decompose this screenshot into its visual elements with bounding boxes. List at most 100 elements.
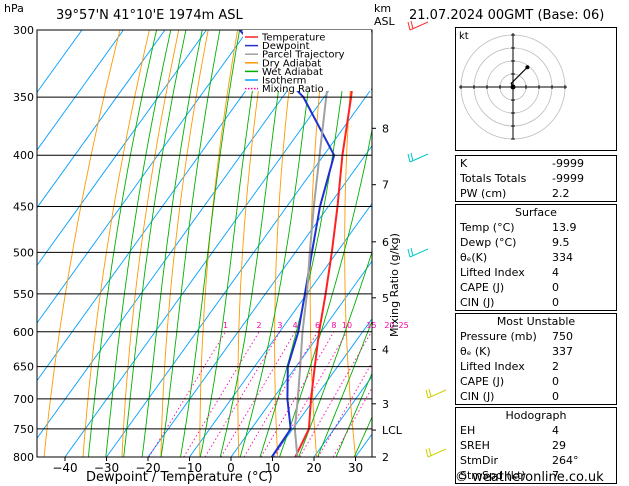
row-value: 2 <box>552 360 559 373</box>
pressure-tick-label: 750 <box>13 423 34 436</box>
hodograph-endpoint <box>525 65 530 70</box>
table-row: StmSpd (kt) 7 <box>456 468 617 484</box>
isotherm-line <box>189 202 372 457</box>
mixing-ratio-line <box>243 331 318 457</box>
row-label: StmSpd (kt) <box>460 469 526 482</box>
table-section-title-text: Hodograph <box>505 409 567 422</box>
wet-adiabat-line <box>335 372 372 457</box>
isotherm-line <box>37 30 166 209</box>
isotherm-line <box>37 30 290 382</box>
table-section-title-text: Surface <box>515 206 557 219</box>
row-value: 9.5 <box>552 236 570 249</box>
row-value: 4 <box>552 424 559 437</box>
row-label: CAPE (J) <box>460 375 505 388</box>
row-value: 7 <box>552 469 559 482</box>
table-row: Dewp (°C) 9.5 <box>456 235 617 250</box>
legend-label: Dry Adiabat <box>262 58 321 69</box>
table-section-title: Hodograph <box>456 408 617 424</box>
storm-motion-marker <box>510 84 516 90</box>
table-row: CAPE (J) 0 <box>456 280 617 295</box>
mixing-ratio-label: 4 <box>293 321 298 330</box>
table-row: θₑ(K) 334 <box>456 250 617 265</box>
datetime-title: 21.07.2024 00GMT (Base: 06) <box>409 8 605 23</box>
temperature-tick-label: −30 <box>94 461 119 475</box>
isotherm-line <box>64 30 372 457</box>
row-label: Pressure (mb) <box>460 330 537 343</box>
row-label: Lifted Index <box>460 360 525 373</box>
x-axis-title: Dewpoint / Temperature (°C) <box>86 470 273 485</box>
mixing-ratio-axis-title: Mixing Ratio (g/kg) <box>388 233 401 337</box>
mixing-ratio-label: 10 <box>342 321 352 330</box>
row-value: 0 <box>552 281 559 294</box>
table-row: Lifted Index 4 <box>456 265 617 280</box>
dry-adiabat-line <box>160 30 209 457</box>
height-tick-label: 4 <box>382 344 389 357</box>
isotherm-line <box>147 145 372 457</box>
pressure-tick-label: 350 <box>13 91 34 104</box>
wind-barb-icon <box>407 247 429 258</box>
isotherm-line <box>37 30 249 324</box>
wind-barb-icon <box>407 152 429 163</box>
row-value: 0 <box>552 390 559 403</box>
isotherm-line <box>37 30 124 151</box>
table-row: Pressure (mb) 750 <box>456 329 617 344</box>
legend-label: Dewpoint <box>262 41 310 52</box>
row-value: 750 <box>552 330 573 343</box>
temperature-tick-label: 0 <box>227 461 235 475</box>
wet-adiabat-line <box>123 30 187 457</box>
row-label: CIN (J) <box>460 390 495 403</box>
row-value: 13.9 <box>552 221 577 234</box>
pressure-tick-label: 600 <box>13 326 34 339</box>
isotherm-line <box>313 375 372 457</box>
km-unit-label: km <box>374 2 392 15</box>
general-indices-table: K -9999 Totals Totals -9999 PW (cm) 2.2 <box>455 155 617 202</box>
row-value: -9999 <box>552 172 584 185</box>
mixing-ratio-line <box>183 331 260 457</box>
table-row: EH 4 <box>456 423 617 438</box>
row-label: Temp (°C) <box>460 221 515 234</box>
table-row: StmDir 264° <box>456 453 617 468</box>
row-value: 0 <box>552 296 559 309</box>
copyright-text: © weatheronline.co.uk <box>455 470 604 485</box>
temperature-tick-label: 30 <box>348 461 363 475</box>
table-row: SREH 29 <box>456 438 617 453</box>
height-tick-label: 2 <box>382 451 389 464</box>
hodograph-unit-label: kt <box>459 31 469 42</box>
legend-label: Wet Adiabat <box>262 67 323 78</box>
mixing-ratio-label: 3 <box>277 321 282 330</box>
pressure-tick-label: 700 <box>13 393 34 406</box>
row-value: 2.2 <box>552 187 570 200</box>
isotherm-line <box>230 260 372 457</box>
row-label: Dewp (°C) <box>460 236 517 249</box>
wet-adiabat-line <box>180 30 241 457</box>
temperature-tick-label: −40 <box>52 461 77 475</box>
row-label: StmDir <box>460 454 499 467</box>
surface-table: Surface Temp (°C) 13.9 Dewp (°C) 9.5 θₑ(K) 334… <box>455 204 617 311</box>
isotherm-line <box>106 87 372 457</box>
table-row: K -9999 <box>456 156 617 172</box>
mixing-ratio-label: 6 <box>315 321 320 330</box>
mixing-ratio-line <box>299 331 372 457</box>
hodograph-table: Hodograph EH 4 SREH 29 StmDir 264° StmSpd (kt) 7 <box>455 407 617 484</box>
table-row: CIN (J) 0 <box>456 389 617 405</box>
pressure-tick-label: 800 <box>13 451 34 464</box>
table-row: CIN (J) 0 <box>456 295 617 311</box>
row-value: 337 <box>552 345 573 358</box>
row-value: 0 <box>552 375 559 388</box>
mixing-ratio-line <box>220 331 296 457</box>
isotherm-line <box>272 318 372 457</box>
mixing-ratio-label: 8 <box>331 321 336 330</box>
row-value: 334 <box>552 251 573 264</box>
row-label: CIN (J) <box>460 296 495 309</box>
pressure-unit-label: hPa <box>4 2 24 15</box>
height-tick-label: 5 <box>382 292 389 305</box>
height-tick-label: LCL <box>382 424 403 437</box>
isotherm-line <box>37 30 207 267</box>
dry-adiabat-line <box>442 30 455 457</box>
table-section-title: Surface <box>456 205 617 221</box>
row-label: θₑ(K) <box>460 251 488 264</box>
legend-label: Isotherm <box>262 76 306 87</box>
isotherm-line <box>397 30 455 457</box>
height-tick-label: 8 <box>382 122 389 135</box>
row-label: EH <box>460 424 476 437</box>
